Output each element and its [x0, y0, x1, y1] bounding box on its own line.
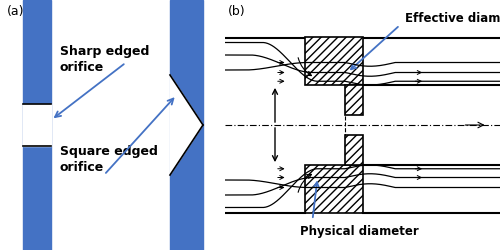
- Bar: [305, 165, 362, 212]
- Text: (b): (b): [228, 5, 245, 18]
- Bar: [345, 135, 362, 165]
- Text: Square edged
orifice: Square edged orifice: [60, 145, 158, 174]
- Text: Physical diameter: Physical diameter: [300, 225, 419, 238]
- Text: (a): (a): [7, 5, 24, 18]
- Bar: [170, 0, 203, 250]
- Text: Effective diameter: Effective diameter: [405, 12, 500, 26]
- Polygon shape: [170, 75, 203, 175]
- Bar: [345, 85, 362, 115]
- Bar: [22, 104, 51, 146]
- Bar: [22, 0, 51, 250]
- Text: Sharp edged
orifice: Sharp edged orifice: [60, 45, 150, 74]
- Bar: [305, 38, 362, 85]
